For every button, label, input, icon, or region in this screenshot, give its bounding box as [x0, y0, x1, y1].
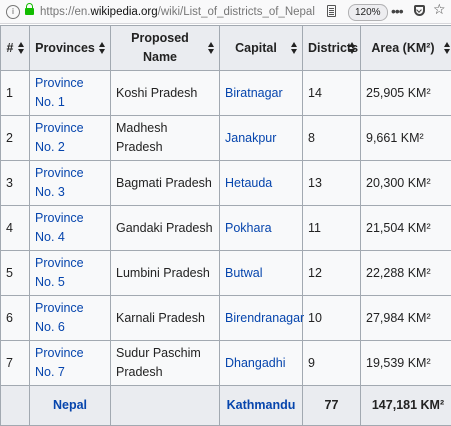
proposed-name-cell: Madhesh Pradesh [111, 116, 220, 161]
total-capital-link[interactable]: Kathmandu [227, 398, 296, 412]
area-cell: 25,905 KM² [361, 71, 451, 116]
proposed-name-cell: Lumbini Pradesh [111, 251, 220, 296]
sort-icon[interactable] [99, 42, 106, 54]
province-link[interactable]: Province No. 3 [35, 166, 84, 199]
table-row: 7 Province No. 7 Sudur Paschim Pradesh D… [1, 341, 451, 386]
proposed-name-cell: Bagmati Pradesh [111, 161, 220, 206]
url-text[interactable]: https://en.wikipedia.org/wiki/List_of_di… [40, 6, 315, 18]
row-number: 5 [1, 251, 30, 296]
table-row: 4 Province No. 4 Gandaki Pradesh Pokhara… [1, 206, 451, 251]
table-header-row: # Provinces Proposed Name Capital Distri… [1, 26, 451, 71]
province-link[interactable]: Province No. 1 [35, 76, 84, 109]
capital-link[interactable]: Dhangadhi [225, 356, 285, 370]
districts-cell: 10 [303, 296, 361, 341]
pocket-icon[interactable] [414, 5, 425, 16]
zoom-badge[interactable]: 120% [348, 4, 388, 21]
total-num-cell [1, 386, 30, 426]
province-cell: Province No. 4 [30, 206, 111, 251]
districts-cell: 8 [303, 116, 361, 161]
districts-table: # Provinces Proposed Name Capital Distri… [0, 25, 451, 426]
area-cell: 27,984 KM² [361, 296, 451, 341]
total-districts-cell: 77 [303, 386, 361, 426]
province-cell: Province No. 3 [30, 161, 111, 206]
area-cell: 19,539 KM² [361, 341, 451, 386]
proposed-name-cell: Gandaki Pradesh [111, 206, 220, 251]
capital-link[interactable]: Pokhara [225, 221, 272, 235]
header-num[interactable]: # [1, 26, 30, 71]
districts-cell: 11 [303, 206, 361, 251]
area-cell: 9,661 KM² [361, 116, 451, 161]
row-number: 6 [1, 296, 30, 341]
province-link[interactable]: Province No. 4 [35, 211, 84, 244]
districts-cell: 13 [303, 161, 361, 206]
lock-icon[interactable] [25, 7, 34, 16]
capital-link[interactable]: Janakpur [225, 131, 276, 145]
header-capital[interactable]: Capital [220, 26, 303, 71]
area-cell: 20,300 KM² [361, 161, 451, 206]
info-icon[interactable]: i [6, 5, 20, 19]
reader-view-icon[interactable] [327, 5, 336, 17]
capital-cell: Birendranagar [220, 296, 303, 341]
province-cell: Province No. 6 [30, 296, 111, 341]
header-provinces[interactable]: Provinces [30, 26, 111, 71]
capital-cell: Biratnagar [220, 71, 303, 116]
row-number: 7 [1, 341, 30, 386]
capital-cell: Butwal [220, 251, 303, 296]
capital-link[interactable]: Birendranagar [225, 311, 304, 325]
sort-icon[interactable] [349, 42, 356, 54]
province-link[interactable]: Province No. 5 [35, 256, 84, 289]
header-districts[interactable]: Districts [303, 26, 361, 71]
table-row: 1 Province No. 1 Koshi Pradesh Biratnaga… [1, 71, 451, 116]
area-cell: 21,504 KM² [361, 206, 451, 251]
districts-cell: 9 [303, 341, 361, 386]
total-name-cell [111, 386, 220, 426]
sort-icon[interactable] [444, 42, 451, 54]
table-row: 5 Province No. 5 Lumbini Pradesh Butwal … [1, 251, 451, 296]
url-domain: wikipedia.org [91, 6, 158, 18]
header-area[interactable]: Area (KM²) [361, 26, 451, 71]
province-cell: Province No. 7 [30, 341, 111, 386]
proposed-name-cell: Karnali Pradesh [111, 296, 220, 341]
province-cell: Province No. 1 [30, 71, 111, 116]
province-link[interactable]: Province No. 6 [35, 301, 84, 334]
total-capital-cell: Kathmandu [220, 386, 303, 426]
province-link[interactable]: Province No. 7 [35, 346, 84, 379]
bookmark-star-icon[interactable]: ☆ [433, 2, 446, 18]
row-number: 2 [1, 116, 30, 161]
capital-link[interactable]: Biratnagar [225, 86, 283, 100]
row-number: 4 [1, 206, 30, 251]
url-path: /wiki/List_of_districts_of_Nepal [158, 6, 315, 18]
capital-cell: Janakpur [220, 116, 303, 161]
proposed-name-cell: Sudur Paschim Pradesh [111, 341, 220, 386]
province-cell: Province No. 5 [30, 251, 111, 296]
capital-link[interactable]: Hetauda [225, 176, 272, 190]
capital-cell: Hetauda [220, 161, 303, 206]
sort-icon[interactable] [18, 42, 25, 54]
more-actions-icon[interactable]: ••• [391, 3, 403, 19]
capital-link[interactable]: Butwal [225, 266, 263, 280]
proposed-name-cell: Koshi Pradesh [111, 71, 220, 116]
province-cell: Province No. 2 [30, 116, 111, 161]
table-row: 3 Province No. 3 Bagmati Pradesh Hetauda… [1, 161, 451, 206]
districts-cell: 14 [303, 71, 361, 116]
total-area-cell: 147,181 KM² [361, 386, 451, 426]
url-bar[interactable]: i https://en.wikipedia.org/wiki/List_of_… [0, 0, 451, 24]
table-row: 6 Province No. 6 Karnali Pradesh Birendr… [1, 296, 451, 341]
area-cell: 22,288 KM² [361, 251, 451, 296]
total-row: Nepal Kathmandu 77 147,181 KM² [1, 386, 451, 426]
total-province-cell: Nepal [30, 386, 111, 426]
capital-cell: Pokhara [220, 206, 303, 251]
capital-cell: Dhangadhi [220, 341, 303, 386]
province-link[interactable]: Province No. 2 [35, 121, 84, 154]
total-country-link[interactable]: Nepal [53, 398, 87, 412]
row-number: 3 [1, 161, 30, 206]
table-row: 2 Province No. 2 Madhesh Pradesh Janakpu… [1, 116, 451, 161]
row-number: 1 [1, 71, 30, 116]
header-proposed-name[interactable]: Proposed Name [111, 26, 220, 71]
districts-cell: 12 [303, 251, 361, 296]
sort-icon[interactable] [208, 42, 215, 54]
sort-icon[interactable] [291, 42, 298, 54]
url-prefix: https://en. [40, 6, 91, 18]
